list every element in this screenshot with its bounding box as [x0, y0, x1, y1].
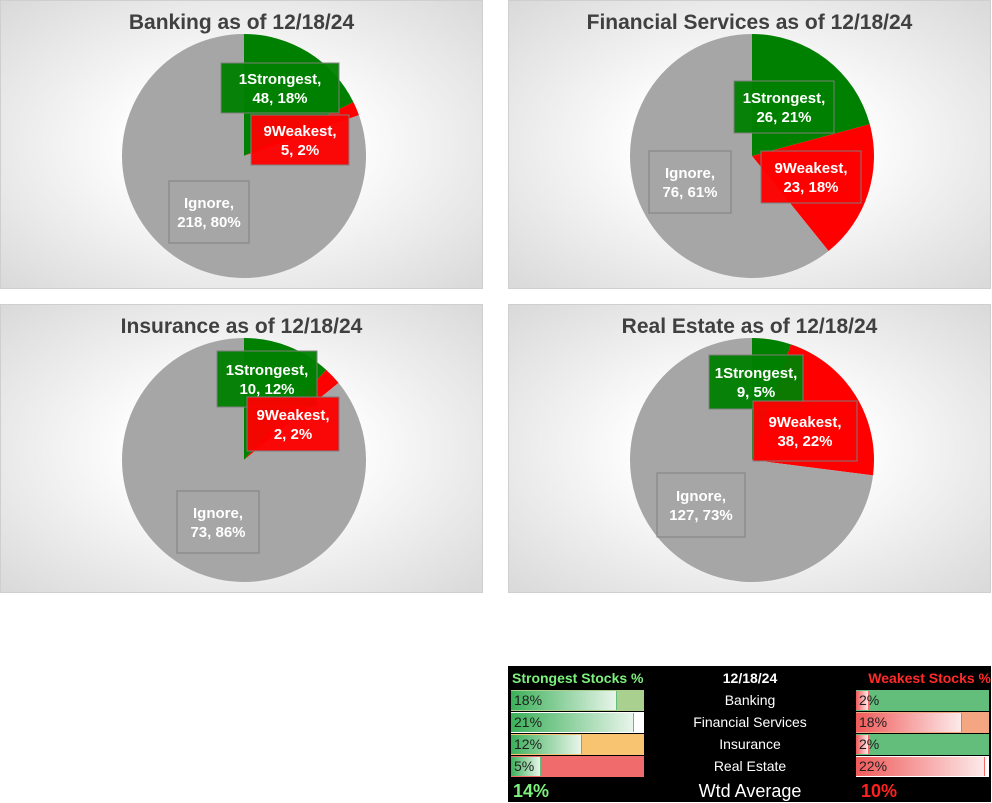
- data-label-box: [648, 150, 732, 214]
- summary-row: 5% Real Estate 22%: [509, 756, 990, 778]
- data-label-box: [176, 490, 260, 554]
- weakest-pct-cell: 18%: [856, 712, 989, 733]
- sector-name: Banking: [724, 692, 776, 708]
- data-label: 9Weakest,: [768, 414, 841, 431]
- weakest-header: Weakest Stocks %: [868, 670, 991, 686]
- pie-chart: 1Strongest, 48, 18% 9Weakest, 5, 2% Ignore, 2…: [121, 34, 366, 279]
- weakest-data-bar: [856, 735, 869, 754]
- data-label: 1Strongest,: [239, 71, 322, 88]
- strongest-pct: 21%: [514, 714, 543, 730]
- data-label: 9Weakest,: [256, 407, 329, 424]
- data-label-box: [168, 180, 250, 244]
- data-label: 1Strongest,: [715, 365, 798, 382]
- strongest-data-bar: [511, 713, 634, 732]
- strongest-pct-cell: 18%: [511, 690, 644, 711]
- data-label: 9Weakest,: [774, 160, 847, 177]
- strongest-pct-cell: 21%: [511, 712, 644, 733]
- summary-row: 18% Banking 2%: [509, 690, 990, 712]
- data-label: Ignore,: [665, 165, 715, 182]
- chart-insurance: Insurance as of 12/18/24 1Strongest, 10, …: [0, 304, 483, 593]
- chart-title: Insurance as of 12/18/24: [120, 315, 363, 338]
- data-label: 2, 2%: [274, 426, 312, 443]
- data-label-box: [220, 62, 340, 114]
- wtd-average-label: Wtd Average: [698, 781, 802, 801]
- data-label: 127, 73%: [669, 507, 732, 524]
- data-label: Ignore,: [193, 505, 243, 522]
- weakest-data-bar: [856, 691, 869, 710]
- strongest-pct: 5%: [514, 758, 535, 774]
- data-label: 1Strongest,: [743, 90, 826, 107]
- weakest-wtd-average: 10%: [861, 781, 898, 801]
- data-label-box: [656, 472, 746, 538]
- summary-row: 12% Insurance 2%: [509, 734, 990, 756]
- strongest-pct: 18%: [514, 692, 543, 708]
- summary-header-row: Strongest Stocks % 12/18/24 Weakest Stoc…: [509, 668, 991, 690]
- data-label: 76, 61%: [662, 184, 717, 201]
- pie-chart: 1Strongest, 10, 12% 9Weakest, 2, 2% Ignore, 7…: [121, 338, 366, 582]
- chart-title: Banking as of 12/18/24: [128, 11, 355, 34]
- data-label: 9, 5%: [737, 384, 775, 401]
- chart-financial-services: Financial Services as of 12/18/24 1Stron…: [508, 0, 991, 289]
- weakest-data-bar: [856, 757, 985, 776]
- date-header: 12/18/24: [722, 670, 778, 686]
- chart-title: Financial Services as of 12/18/24: [586, 11, 913, 34]
- chart-title: Real Estate as of 12/18/24: [621, 315, 878, 338]
- data-label: 23, 18%: [783, 179, 838, 196]
- data-label: 48, 18%: [252, 90, 307, 107]
- summary-footer-row: 14% Wtd Average 10%: [509, 779, 990, 803]
- data-label: 5, 2%: [281, 142, 319, 159]
- data-label-box: [246, 396, 340, 452]
- data-label: Ignore,: [184, 195, 234, 212]
- strongest-wtd-average: 14%: [513, 781, 550, 801]
- summary-row: 21% Financial Services 18%: [509, 712, 990, 734]
- sector-name: Real Estate: [713, 758, 787, 774]
- data-label: 26, 21%: [756, 109, 811, 126]
- summary-table: Strongest Stocks % 12/18/24 Weakest Stoc…: [508, 666, 991, 802]
- data-label-box: [733, 80, 835, 134]
- data-label-box: [760, 150, 862, 204]
- data-label: 73, 86%: [190, 524, 245, 541]
- data-label: 1Strongest,: [226, 362, 309, 379]
- strongest-pct: 12%: [514, 736, 543, 752]
- weakest-data-bar: [856, 713, 962, 732]
- data-label-box: [250, 114, 350, 166]
- strongest-pct-cell: 5%: [511, 756, 644, 777]
- weakest-pct-cell: 22%: [856, 756, 989, 777]
- data-label: 10, 12%: [239, 381, 294, 398]
- weakest-pct: 2%: [859, 736, 880, 752]
- chart-real-estate: Real Estate as of 12/18/24 1Strongest, 9,…: [508, 304, 991, 593]
- weakest-pct-cell: 2%: [856, 734, 989, 755]
- data-label: Ignore,: [676, 488, 726, 505]
- sector-name: Insurance: [719, 736, 781, 752]
- data-label: 38, 22%: [777, 433, 832, 450]
- chart-banking: Banking as of 12/18/24 1Strongest, 48, 18…: [0, 0, 483, 289]
- strongest-pct-cell: 12%: [511, 734, 644, 755]
- strongest-data-bar: [511, 757, 541, 776]
- data-label: 9Weakest,: [263, 123, 336, 140]
- data-label-box: [752, 400, 858, 462]
- weakest-pct-cell: 2%: [856, 690, 989, 711]
- weakest-pct: 22%: [859, 758, 888, 774]
- strongest-data-bar: [511, 691, 617, 710]
- strongest-header: Strongest Stocks %: [512, 670, 644, 686]
- pie-chart: 1Strongest, 26, 21% 9Weakest, 23, 18% Ignore…: [629, 34, 874, 278]
- strongest-data-bar: [511, 735, 582, 754]
- sector-name: Financial Services: [693, 714, 807, 730]
- pie-chart: 1Strongest, 9, 5% 9Weakest, 38, 22% Ignore, 1…: [630, 338, 874, 582]
- weakest-pct: 2%: [859, 692, 880, 708]
- weakest-pct: 18%: [859, 714, 888, 730]
- data-label: 218, 80%: [177, 214, 240, 231]
- data-label-box: [708, 354, 804, 410]
